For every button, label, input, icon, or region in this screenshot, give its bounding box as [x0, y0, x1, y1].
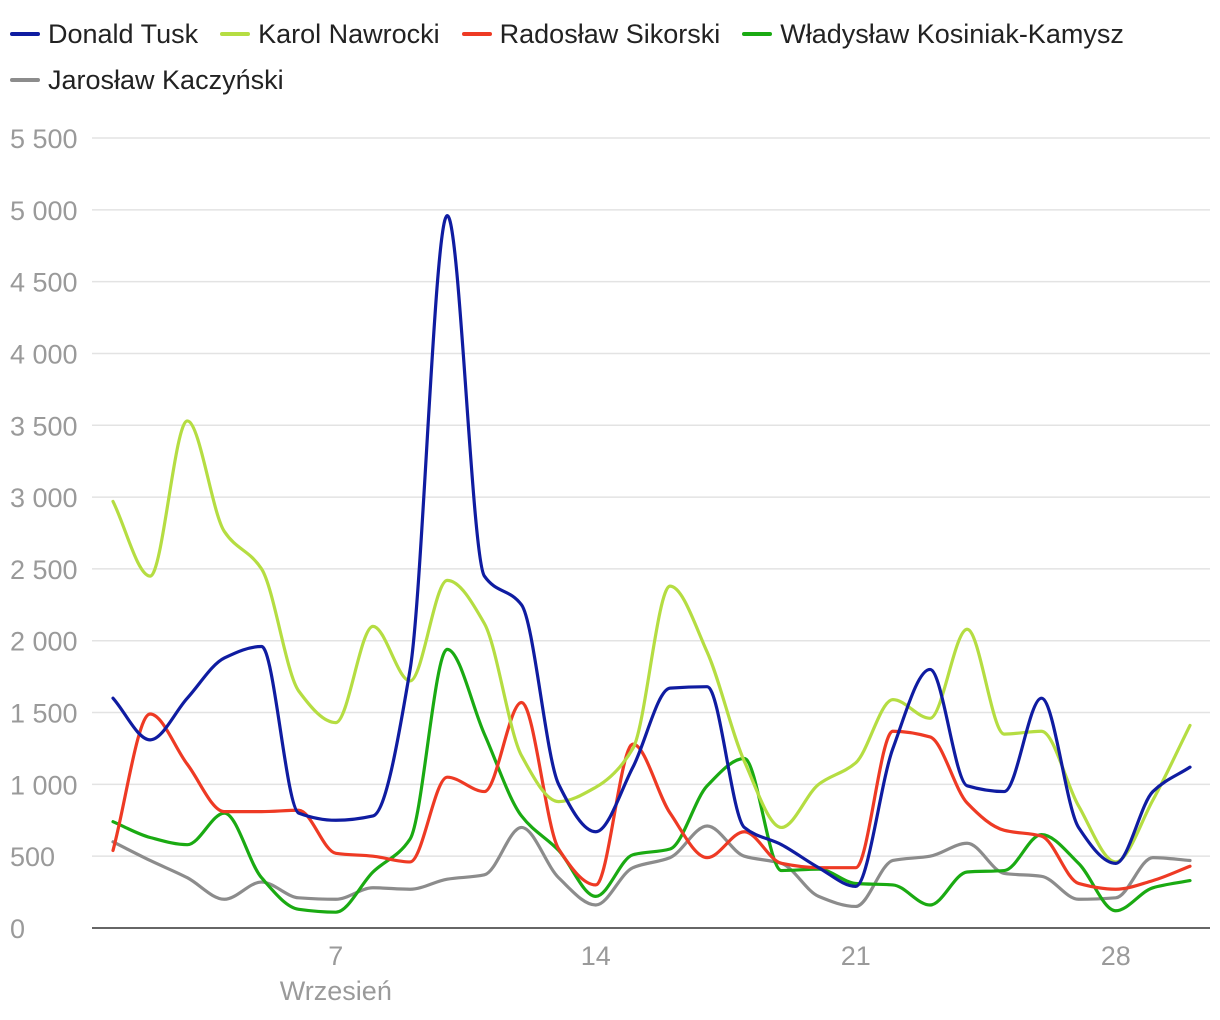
y-tick-label-500: 500 — [10, 842, 55, 872]
legend-label-radoslaw-sikorski: Radosław Sikorski — [499, 18, 721, 49]
series-line-radoslaw-sikorski — [111, 700, 1192, 891]
y-tick-label-3500: 3 500 — [10, 411, 78, 441]
legend-label-karol-nawrocki: Karol Nawrocki — [258, 18, 440, 49]
y-tick-label-5500: 5 500 — [10, 124, 78, 154]
series-line-karol-nawrocki — [111, 419, 1192, 864]
legend-item-radoslaw-sikorski[interactable]: Radosław Sikorski — [461, 16, 721, 52]
legend-swatch-radoslaw-sikorski — [461, 32, 492, 36]
legend-swatch-karol-nawrocki — [220, 32, 251, 36]
legend-item-wladyslaw-kosiniak-kamysz[interactable]: Władysław Kosiniak-Kamysz — [742, 16, 1124, 52]
legend-label-donald-tusk: Donald Tusk — [48, 18, 199, 49]
y-tick-label-5000: 5 000 — [10, 196, 78, 226]
y-tick-label-2000: 2 000 — [10, 627, 78, 657]
x-tick-label-21: 21 — [841, 941, 871, 971]
series-line-donald-tusk — [111, 213, 1192, 888]
y-tick-label-3000: 3 000 — [10, 483, 78, 513]
y-tick-label-2500: 2 500 — [10, 555, 78, 585]
legend: Donald Tusk Karol Nawrocki Radosław Siko… — [10, 16, 1210, 98]
legend-swatch-wladyslaw-kosiniak-kamysz — [742, 32, 773, 36]
legend-swatch-donald-tusk — [10, 32, 40, 36]
y-tick-label-0: 0 — [10, 914, 25, 944]
legend-label-wladyslaw-kosiniak-kamysz: Władysław Kosiniak-Kamysz — [780, 18, 1124, 49]
legend-item-karol-nawrocki[interactable]: Karol Nawrocki — [220, 16, 440, 52]
y-tick-label-1500: 1 500 — [10, 699, 78, 729]
y-tick-label-4500: 4 500 — [10, 268, 78, 298]
series-line-jaroslaw-kaczynski — [111, 824, 1192, 909]
x-tick-label-7: 7 — [328, 941, 343, 971]
legend-label-jaroslaw-kaczynski: Jarosław Kaczyński — [48, 64, 284, 95]
legend-swatch-jaroslaw-kaczynski — [10, 78, 40, 82]
x-tick-label-28: 28 — [1101, 941, 1131, 971]
x-tick-label-14: 14 — [581, 941, 611, 971]
y-tick-label-1000: 1 000 — [10, 770, 78, 800]
legend-item-jaroslaw-kaczynski[interactable]: Jarosław Kaczyński — [10, 62, 284, 98]
series-line-wladyslaw-kosiniak-kamysz — [111, 647, 1192, 914]
x-axis-label: Wrzesień — [280, 976, 392, 1006]
legend-item-donald-tusk[interactable]: Donald Tusk — [10, 16, 198, 52]
y-tick-label-4000: 4 000 — [10, 339, 78, 369]
